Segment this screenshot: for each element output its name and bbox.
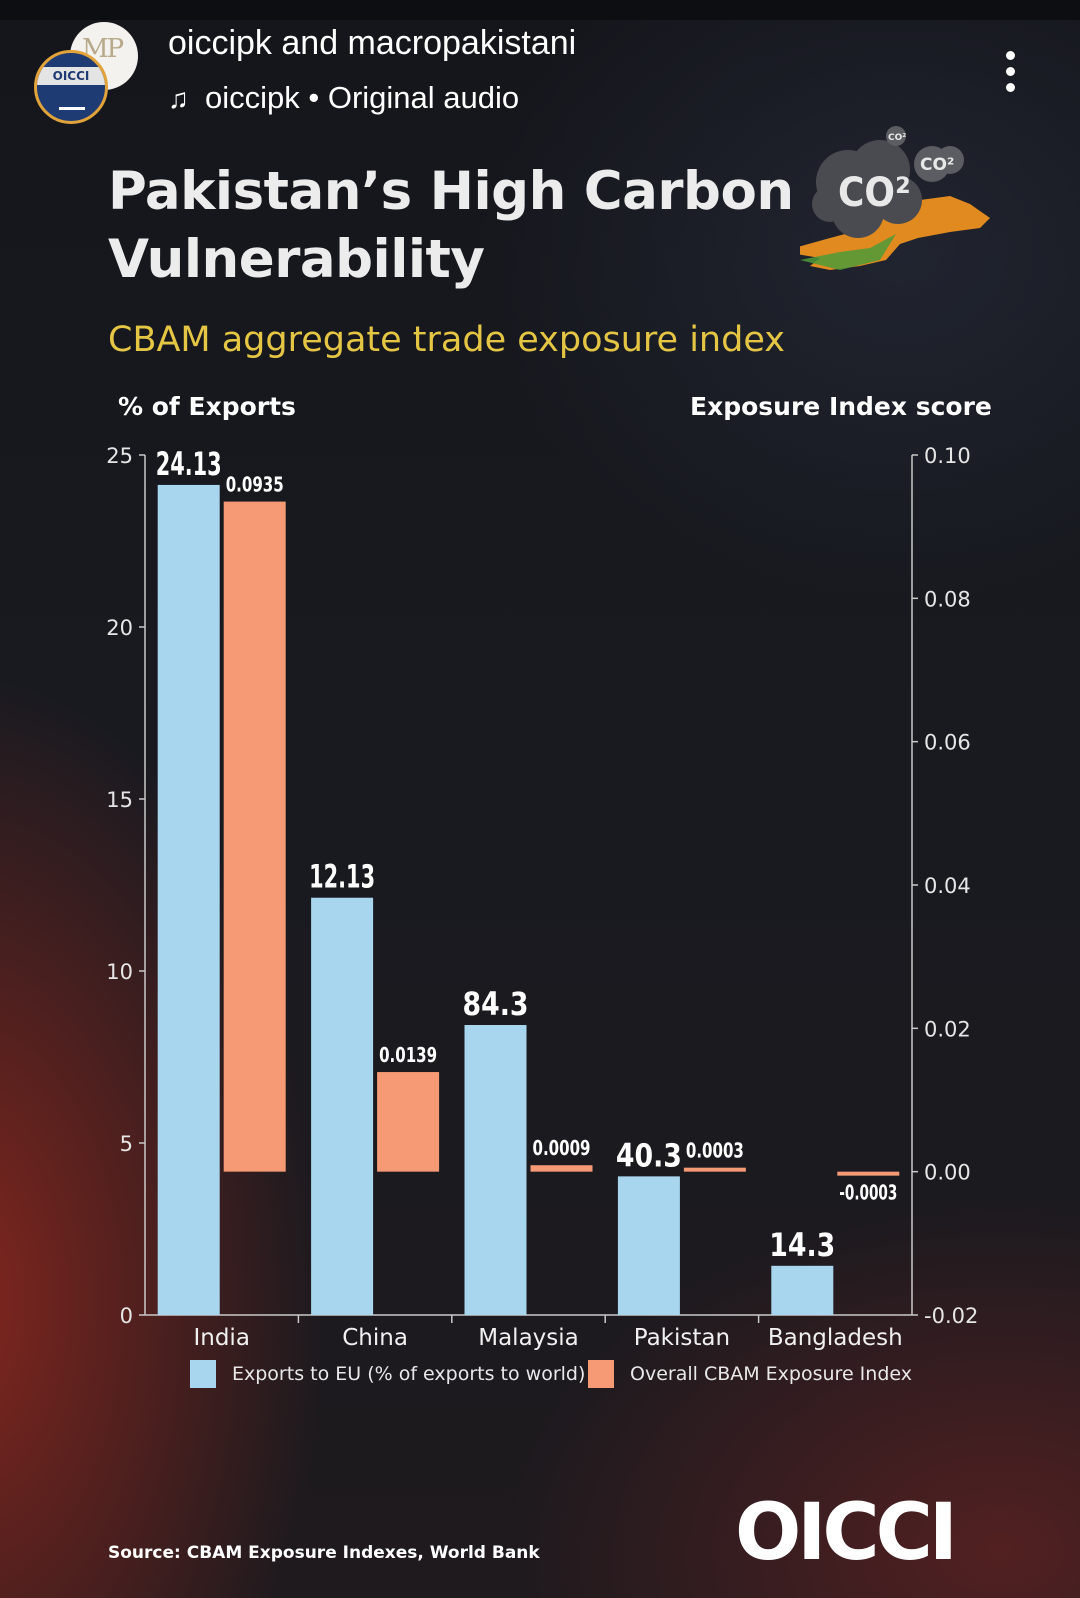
post-username[interactable]: oiccipk and macropakistani [168,24,577,62]
data-label-index: 0.0009 [533,1136,591,1160]
data-label-index: -0.0003 [839,1181,897,1205]
legend-label-index: Overall CBAM Exposure Index [630,1363,912,1385]
right-tick-label: 0.10 [924,444,971,468]
right-axis-label: Exposure Index score [690,392,992,421]
right-tick-label: 0.00 [924,1161,971,1185]
legend-swatch-exports [190,1360,216,1388]
data-label-index: 0.0003 [686,1139,744,1163]
co2-big-label: CO² [838,170,911,216]
right-tick-label: 0.02 [924,1017,971,1041]
category-label-pakistan: Pakistan [634,1325,730,1351]
co2-small-label: CO² [920,155,954,175]
bar-exports-china [311,897,374,1315]
data-label-exports: 24.13 [156,445,222,483]
legend-item-exports: Exports to EU (% of exports to world) [190,1360,585,1400]
bar-exports-pakistan [617,1176,680,1315]
avatar-oicci-text: OICCI [37,67,105,85]
source-note: Source: CBAM Exposure Indexes, World Ban… [108,1543,540,1563]
data-label-exports: 40.3 [616,1136,682,1174]
left-tick-label: 15 [106,788,133,812]
category-label-india: India [193,1325,249,1351]
data-label-exports: 14.3 [769,1226,835,1264]
data-label-index: 0.0139 [379,1043,437,1067]
bar-chart: 0 5 10 15 20 25 -0.02 0.00 0.02 0.04 0.06 0.08 0.10 2… [106,444,978,1351]
right-tick-label: 0.08 [924,587,971,611]
audio-label: oiccipk • Original audio [205,80,520,115]
bar-index-pakistan [683,1167,746,1172]
data-label-exports: 12.13 [309,858,375,896]
legend-swatch-index [588,1360,614,1388]
right-tick-label: 0.04 [924,874,971,898]
left-tick-label: 10 [106,960,133,984]
left-tick-label: 0 [120,1304,133,1328]
oicci-logo: OICCI [735,1488,958,1578]
data-label-exports: 84.3 [463,985,529,1023]
left-tick-label: 25 [106,444,133,468]
smoke-cloud [812,140,922,238]
right-tick-label: -0.02 [924,1304,978,1328]
bar-index-malaysia [530,1165,593,1172]
category-label-china: China [342,1325,408,1351]
ship-icon [59,89,85,110]
right-tick-label: 0.06 [924,731,971,755]
category-label-bangladesh: Bangladesh [768,1325,903,1351]
legend-label-exports: Exports to EU (% of exports to world) [232,1363,586,1385]
data-label-index: 0.0935 [226,473,284,497]
graphic-subtitle: CBAM aggregate trade exposure index [108,320,785,360]
co2-pakistan-map-illustration: CO² CO² CO² [800,126,990,270]
bar-exports-india [157,484,220,1316]
bar-index-bangladesh [837,1171,900,1176]
left-tick-label: 5 [120,1132,133,1156]
category-label-malaysia: Malaysia [478,1325,579,1351]
left-axis-label: % of Exports [118,392,296,421]
more-options-icon[interactable] [1000,44,1020,104]
avatar-oiccipk[interactable]: OICCI [34,50,108,124]
bar-index-china [377,1072,440,1172]
bar-exports-bangladesh [771,1265,834,1315]
co2-tiny-label: CO² [888,133,906,143]
bar-index-india [223,501,286,1172]
legend-item-index: Overall CBAM Exposure Index [588,1360,912,1400]
music-note-icon: ♫ [168,83,189,114]
top-status-strip [0,0,1080,20]
bar-exports-malaysia [464,1025,527,1315]
left-tick-label: 20 [106,616,133,640]
graphic-title: Pakistan’s High Carbon Vulnerability [108,161,794,290]
audio-row[interactable]: ♫ oiccipk • Original audio [168,80,519,116]
